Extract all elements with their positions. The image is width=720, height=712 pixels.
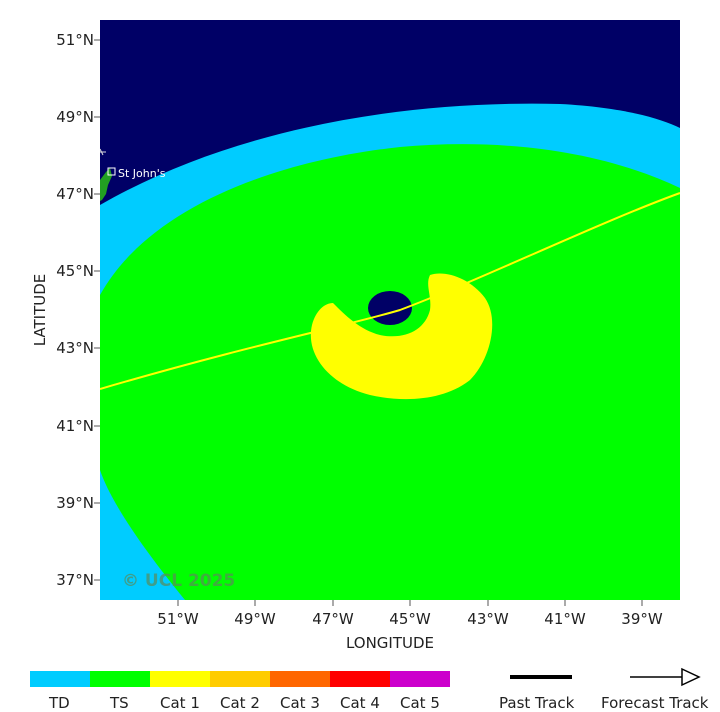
legend-swatch-cat4	[330, 671, 390, 687]
legend-swatch-cat5	[390, 671, 450, 687]
lat-tick-label: 41°N	[56, 417, 94, 435]
legend-swatch-cat1	[150, 671, 210, 687]
lat-tick-label: 39°N	[56, 494, 94, 512]
legend-swatch-td	[30, 671, 90, 687]
lat-tick-label: 45°N	[56, 262, 94, 280]
lon-tick-label: 51°W	[157, 610, 199, 628]
axis-ticks	[94, 39, 643, 606]
legend-label-forecast-track: Forecast Track	[601, 694, 709, 712]
newfoundland-land	[100, 168, 112, 201]
st-johns-marker	[107, 167, 116, 176]
lat-tick-label: 37°N	[56, 571, 94, 589]
lat-tick-label: 49°N	[56, 108, 94, 126]
legend-label-cat5: Cat 5	[400, 694, 440, 712]
x-axis-title: LONGITUDE	[346, 634, 434, 652]
legend-swatch-cat3	[270, 671, 330, 687]
map-plot-area	[100, 20, 680, 600]
legend-label-cat3: Cat 3	[280, 694, 320, 712]
lat-tick-label: 47°N	[56, 185, 94, 203]
legend-label-cat4: Cat 4	[340, 694, 380, 712]
y-axis-title: LATITUDE	[31, 274, 49, 347]
lon-tick-label: 41°W	[544, 610, 586, 628]
forecast-track-arrow-icon	[630, 667, 701, 687]
lat-tick-label: 43°N	[56, 339, 94, 357]
lon-tick-label: 49°W	[234, 610, 276, 628]
legend-label-td: TD	[49, 694, 70, 712]
lon-tick-label: 47°W	[312, 610, 354, 628]
legend-label-past-track: Past Track	[499, 694, 575, 712]
lat-tick-label: 51°N	[56, 31, 94, 49]
legend-label-cat2: Cat 2	[220, 694, 260, 712]
lon-tick-label: 45°W	[389, 610, 431, 628]
watermark: © UCL 2025	[122, 571, 235, 591]
legend-swatch-ts	[90, 671, 150, 687]
st-johns-label: St John's	[118, 167, 166, 180]
forecast-track-line	[100, 192, 680, 390]
legend-swatch-cat2	[210, 671, 270, 687]
legend-label-cat1: Cat 1	[160, 694, 200, 712]
cat1-wind-zone	[310, 273, 493, 400]
legend-label-ts: TS	[110, 694, 129, 712]
lon-tick-label: 39°W	[621, 610, 663, 628]
coast-marker	[100, 148, 106, 156]
lon-tick-label: 43°W	[467, 610, 509, 628]
